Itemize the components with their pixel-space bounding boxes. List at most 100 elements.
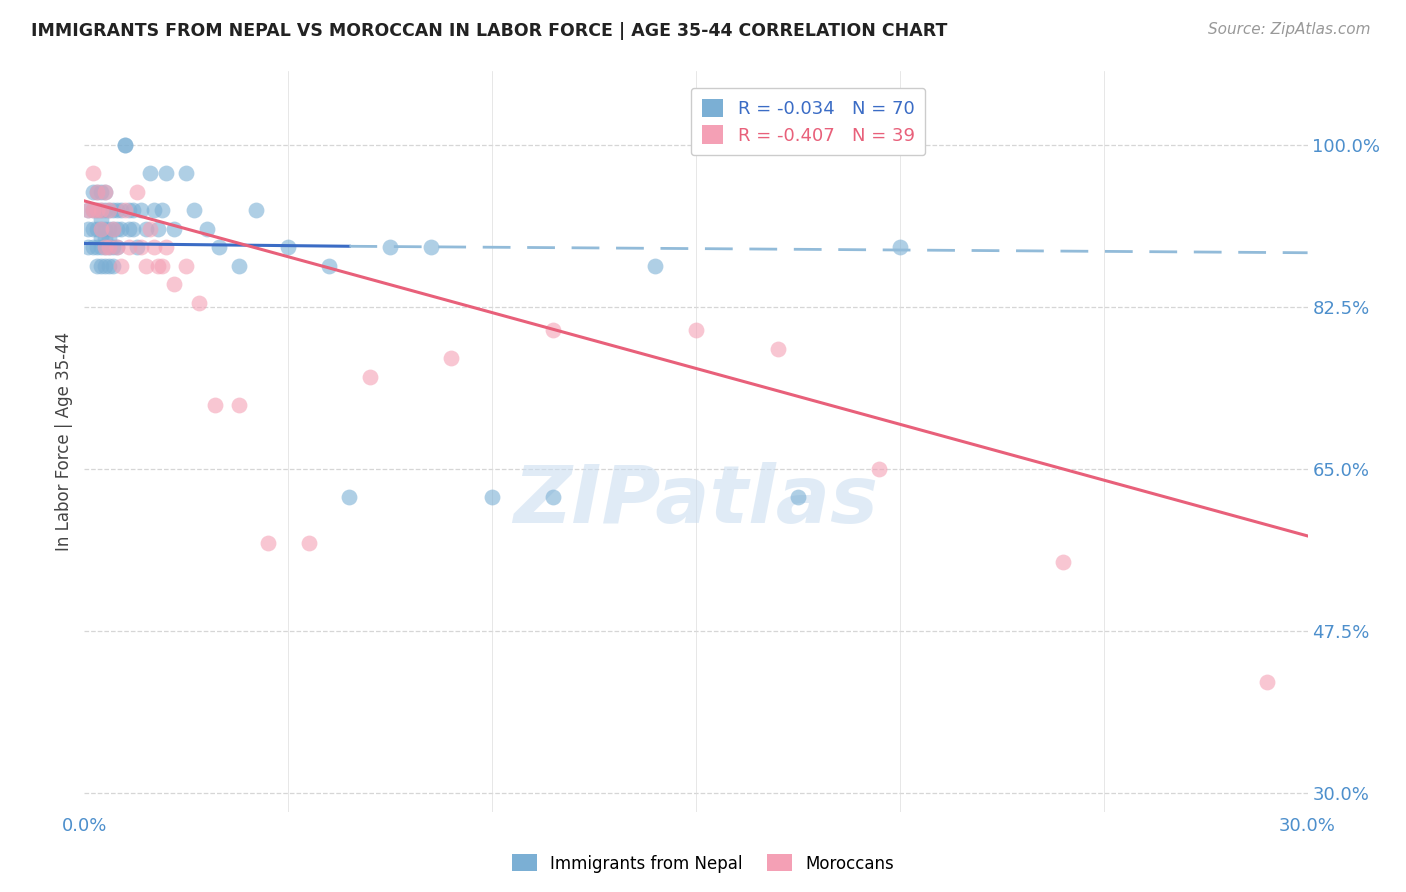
Immigrants from Nepal xyxy=(380,240,402,254)
Immigrants from Nepal xyxy=(90,203,112,218)
Immigrants from Nepal xyxy=(105,221,128,235)
Immigrants from Nepal xyxy=(86,240,108,254)
Moroccans xyxy=(440,351,463,366)
Immigrants from Nepal xyxy=(90,221,112,235)
Immigrants from Nepal xyxy=(105,203,128,218)
Moroccans xyxy=(146,259,169,273)
Moroccans xyxy=(163,277,186,292)
Y-axis label: In Labor Force | Age 35-44: In Labor Force | Age 35-44 xyxy=(55,332,73,551)
Immigrants from Nepal xyxy=(135,221,157,235)
Immigrants from Nepal xyxy=(101,221,124,235)
Moroccans xyxy=(142,240,165,254)
Immigrants from Nepal xyxy=(110,221,132,235)
Moroccans xyxy=(97,240,120,254)
Immigrants from Nepal xyxy=(105,240,128,254)
Immigrants from Nepal xyxy=(110,203,132,218)
Moroccans xyxy=(869,462,891,476)
Moroccans xyxy=(150,259,173,273)
Immigrants from Nepal xyxy=(97,231,120,245)
Immigrants from Nepal xyxy=(93,240,115,254)
Immigrants from Nepal xyxy=(118,203,141,218)
Immigrants from Nepal xyxy=(138,166,160,180)
Moroccans xyxy=(187,295,209,310)
Immigrants from Nepal xyxy=(97,203,120,218)
Immigrants from Nepal xyxy=(146,221,169,235)
Immigrants from Nepal xyxy=(127,240,149,254)
Immigrants from Nepal xyxy=(787,490,810,504)
Immigrants from Nepal xyxy=(339,490,361,504)
Moroccans xyxy=(93,240,115,254)
Moroccans xyxy=(127,185,149,199)
Immigrants from Nepal xyxy=(183,203,205,218)
Text: IMMIGRANTS FROM NEPAL VS MOROCCAN IN LABOR FORCE | AGE 35-44 CORRELATION CHART: IMMIGRANTS FROM NEPAL VS MOROCCAN IN LAB… xyxy=(31,22,948,40)
Immigrants from Nepal xyxy=(90,259,112,273)
Immigrants from Nepal xyxy=(86,259,108,273)
Moroccans xyxy=(155,240,177,254)
Immigrants from Nepal xyxy=(118,221,141,235)
Immigrants from Nepal xyxy=(97,221,120,235)
Legend: Immigrants from Nepal, Moroccans: Immigrants from Nepal, Moroccans xyxy=(505,847,901,880)
Moroccans xyxy=(257,536,280,550)
Moroccans xyxy=(766,342,789,356)
Immigrants from Nepal xyxy=(131,203,153,218)
Immigrants from Nepal xyxy=(122,203,145,218)
Immigrants from Nepal xyxy=(82,203,104,218)
Immigrants from Nepal xyxy=(93,203,115,218)
Immigrants from Nepal xyxy=(93,231,115,245)
Moroccans xyxy=(86,185,108,199)
Immigrants from Nepal xyxy=(420,240,443,254)
Immigrants from Nepal xyxy=(77,240,100,254)
Moroccans xyxy=(359,369,381,384)
Moroccans xyxy=(90,203,112,218)
Legend: R = -0.034   N = 70, R = -0.407   N = 39: R = -0.034 N = 70, R = -0.407 N = 39 xyxy=(690,87,925,155)
Immigrants from Nepal xyxy=(82,221,104,235)
Moroccans xyxy=(204,398,226,412)
Text: Source: ZipAtlas.com: Source: ZipAtlas.com xyxy=(1208,22,1371,37)
Immigrants from Nepal xyxy=(101,240,124,254)
Moroccans xyxy=(93,185,115,199)
Immigrants from Nepal xyxy=(97,259,120,273)
Immigrants from Nepal xyxy=(481,490,503,504)
Immigrants from Nepal xyxy=(318,259,340,273)
Immigrants from Nepal xyxy=(543,490,565,504)
Immigrants from Nepal xyxy=(155,166,177,180)
Moroccans xyxy=(86,203,108,218)
Immigrants from Nepal xyxy=(150,203,173,218)
Moroccans xyxy=(118,240,141,254)
Immigrants from Nepal xyxy=(142,203,165,218)
Moroccans xyxy=(114,203,136,218)
Immigrants from Nepal xyxy=(93,259,115,273)
Immigrants from Nepal xyxy=(277,240,299,254)
Text: ZIPatlas: ZIPatlas xyxy=(513,462,879,540)
Moroccans xyxy=(82,203,104,218)
Immigrants from Nepal xyxy=(82,185,104,199)
Immigrants from Nepal xyxy=(93,221,115,235)
Moroccans xyxy=(685,323,707,337)
Moroccans xyxy=(543,323,565,337)
Immigrants from Nepal xyxy=(228,259,250,273)
Immigrants from Nepal xyxy=(77,221,100,235)
Moroccans xyxy=(135,259,157,273)
Immigrants from Nepal xyxy=(101,259,124,273)
Immigrants from Nepal xyxy=(163,221,186,235)
Immigrants from Nepal xyxy=(174,166,197,180)
Moroccans xyxy=(110,259,132,273)
Immigrants from Nepal xyxy=(97,240,120,254)
Immigrants from Nepal xyxy=(122,221,145,235)
Moroccans xyxy=(228,398,250,412)
Immigrants from Nepal xyxy=(90,231,112,245)
Immigrants from Nepal xyxy=(889,240,911,254)
Immigrants from Nepal xyxy=(208,240,231,254)
Immigrants from Nepal xyxy=(86,185,108,199)
Moroccans xyxy=(1052,555,1074,569)
Immigrants from Nepal xyxy=(644,259,666,273)
Immigrants from Nepal xyxy=(77,203,100,218)
Immigrants from Nepal xyxy=(195,221,218,235)
Moroccans xyxy=(1256,675,1278,690)
Immigrants from Nepal xyxy=(90,185,112,199)
Moroccans xyxy=(131,240,153,254)
Immigrants from Nepal xyxy=(90,240,112,254)
Immigrants from Nepal xyxy=(82,240,104,254)
Immigrants from Nepal xyxy=(90,212,112,227)
Moroccans xyxy=(101,221,124,235)
